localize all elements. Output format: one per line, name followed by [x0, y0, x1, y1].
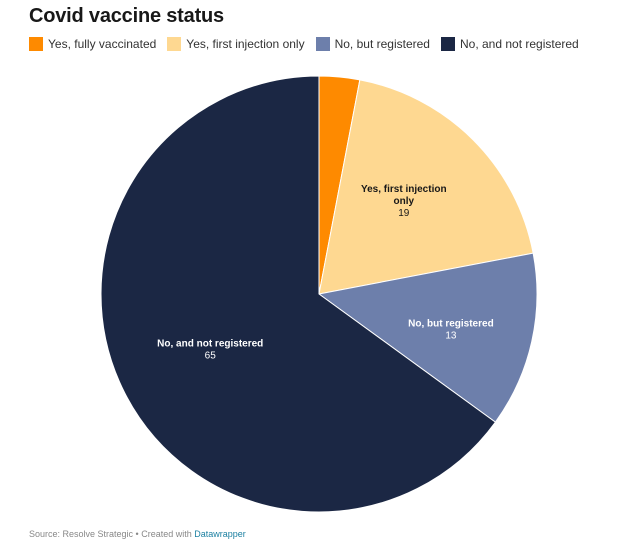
slice-value-label: 19 — [398, 208, 410, 219]
legend-swatch — [440, 37, 455, 51]
footer: Source: Resolve Strategic • Created with… — [29, 529, 246, 539]
legend-label: No, but registered — [334, 37, 430, 51]
legend-label: No, and not registered — [459, 37, 579, 51]
legend-item-not-registered: No, and not registered — [440, 37, 579, 51]
datawrapper-link[interactable]: Datawrapper — [194, 529, 246, 539]
legend: Yes, fully vaccinated Yes, first injecti… — [29, 37, 590, 51]
slice-category-label: Yes, first injection — [361, 184, 447, 195]
pie-slice-yes-first-injection-only[interactable] — [318, 79, 534, 295]
source-text: Source: Resolve Strategic • Created with — [29, 529, 195, 539]
legend-item-registered: No, but registered — [315, 37, 430, 51]
slice-value-label: 65 — [205, 350, 217, 361]
legend-swatch — [29, 37, 43, 51]
legend-label: Yes, fully vaccinated — [48, 37, 157, 51]
slice-category-label: No, but registered — [408, 318, 494, 329]
legend-item-first-injection: Yes, first injection only — [167, 37, 305, 51]
slice-value-label: 13 — [445, 330, 457, 341]
legend-swatch — [315, 37, 330, 51]
legend-item-fully-vaccinated: Yes, fully vaccinated — [29, 37, 156, 51]
pie-slices — [100, 75, 538, 513]
legend-swatch — [167, 37, 182, 51]
slice-category-label: only — [394, 196, 415, 207]
chart-title: Covid vaccine status — [29, 5, 224, 27]
legend-label: Yes, first injection only — [186, 37, 305, 51]
pie-slice-no-but-registered[interactable] — [317, 252, 538, 423]
slice-category-label: No, and not registered — [157, 338, 263, 349]
pie-slice-no-and-not-registered[interactable] — [100, 75, 497, 513]
